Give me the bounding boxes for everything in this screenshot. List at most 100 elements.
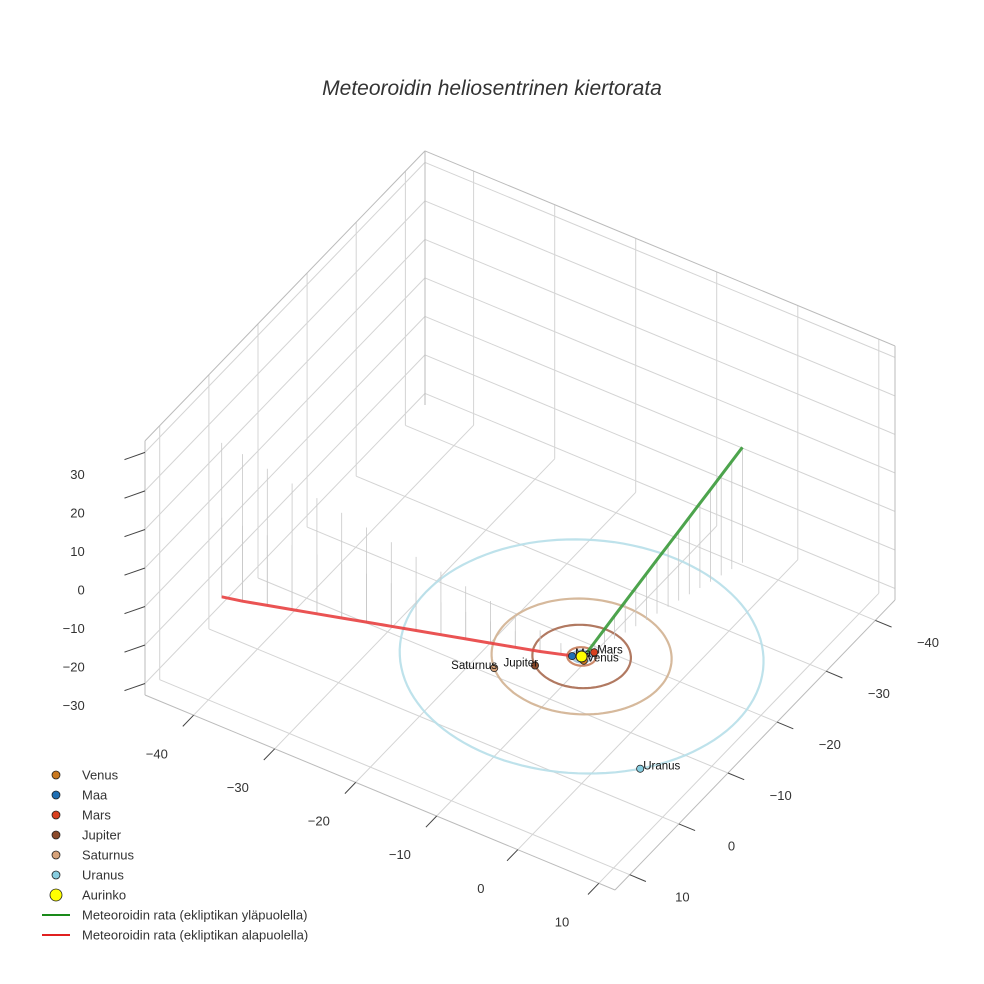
- legend-entry-label: Aurinko: [82, 888, 126, 903]
- leftwall-gridline: [144, 354, 426, 646]
- x-tick-label: 10: [555, 914, 569, 929]
- z-tick-mark: [124, 490, 146, 499]
- z-tick-label: −20: [63, 659, 85, 674]
- legend-marker-swatch: [51, 850, 61, 860]
- backwall-gridline: [424, 392, 896, 589]
- leftwall-gridline: [144, 239, 426, 530]
- x-tick-mark: [587, 882, 600, 895]
- floor-gridline: [436, 525, 718, 817]
- orbit-saturnus: [490, 597, 673, 716]
- floor-gridline: [257, 577, 729, 774]
- planet-saturnus: [490, 664, 499, 673]
- legend-marker-swatch: [51, 790, 61, 800]
- backwall-gridline: [424, 161, 896, 358]
- legend-entry-label: Meteoroidin rata (ekliptikan yläpuolella…: [82, 908, 307, 923]
- legend-entry-label: Jupiter: [82, 828, 122, 843]
- z-tick-mark: [124, 644, 146, 653]
- planet-label-mars: Mars: [597, 644, 623, 656]
- leftwall-gridline: [144, 162, 426, 453]
- y-tick-mark: [727, 772, 745, 781]
- legend-marker-swatch: [51, 770, 61, 780]
- z-tick-label: −10: [63, 621, 85, 636]
- drop-lines-layer: [221, 442, 743, 655]
- x-tick-label: −40: [146, 746, 168, 761]
- orbit-uranus: [398, 538, 765, 775]
- y-tick-mark: [875, 619, 892, 628]
- floor-gridline: [193, 424, 474, 716]
- x-tick-mark: [425, 815, 438, 828]
- trajectory-layer: [221, 446, 744, 658]
- floor-gridline: [159, 679, 630, 876]
- z-tick-label: 10: [70, 544, 84, 559]
- z-tick-label: 0: [77, 582, 84, 597]
- sun-marker: [575, 650, 588, 663]
- y-tick-label: −20: [819, 737, 841, 752]
- trajectory-series-1: [585, 446, 744, 654]
- planet-mars: [590, 648, 599, 657]
- floor-gridline: [306, 526, 778, 723]
- x-tick-label: −10: [389, 847, 411, 862]
- x-tick-mark: [182, 714, 194, 727]
- z-tick-mark: [124, 683, 146, 692]
- y-tick-label: −10: [770, 788, 792, 803]
- z-tick-mark: [124, 529, 146, 538]
- y-axis-line: [614, 599, 896, 891]
- pane-edge: [424, 150, 896, 347]
- legend-marker-swatch: [49, 888, 63, 902]
- legend-entry-label: Saturnus: [82, 848, 135, 863]
- leftwall-gridline: [144, 316, 426, 607]
- leftwall-gridline: [144, 393, 426, 684]
- x-axis-line: [144, 694, 616, 891]
- y-tick-mark: [629, 874, 647, 882]
- backwall-gridline: [424, 354, 896, 551]
- grid-layer: [144, 150, 896, 891]
- floor-gridline: [405, 424, 876, 621]
- axis-ticks-layer: −40 −30 −20 −10 0 10 −40 −30 −20 −10 0 10 30 20 10 0 −10…: [63, 451, 939, 929]
- floor-gridline: [517, 559, 799, 851]
- trajectory-series-2: [221, 595, 577, 658]
- legend-entry-label: Mars: [82, 808, 111, 823]
- floor-gridline: [208, 628, 680, 825]
- floor-gridline: [274, 458, 556, 750]
- x-tick-label: 0: [477, 881, 484, 896]
- floor-gridline: [356, 475, 827, 672]
- y-tick-label: −40: [917, 635, 939, 650]
- y-tick-label: 0: [728, 839, 735, 854]
- planet-label-uranus: Uranus: [643, 761, 680, 773]
- x-tick-label: −20: [308, 814, 330, 829]
- legend-entry-label: Meteoroidin rata (ekliptikan alapuolella…: [82, 928, 308, 943]
- planet-label-jupiter: Jupiter: [503, 658, 538, 670]
- legend-entry-label: Uranus: [82, 868, 124, 883]
- backwall-gridline: [424, 238, 896, 435]
- x-tick-label: −30: [227, 780, 249, 795]
- x-tick-mark: [344, 782, 357, 794]
- chart-title: Meteoroidin heliosentrinen kiertorata: [322, 77, 662, 100]
- orbit-jupiter: [531, 623, 632, 690]
- legend-marker-swatch: [51, 870, 61, 880]
- x-tick-mark: [263, 748, 276, 761]
- leftwall-gridline: [144, 277, 426, 569]
- planet-jupiter: [531, 661, 540, 670]
- leftwall-gridline: [144, 200, 426, 492]
- y-tick-label: 10: [675, 890, 689, 905]
- backwall-gridline: [424, 200, 896, 397]
- floor-gridline: [598, 592, 880, 884]
- x-tick-mark: [506, 849, 519, 862]
- legend-entry-label: Maa: [82, 788, 108, 803]
- z-tick-label: 30: [70, 467, 84, 482]
- z-tick-mark: [124, 567, 146, 576]
- legend: Venus Maa Mars Jupiter Saturnus Uranus Aurinko…: [42, 768, 308, 943]
- planet-label-saturnus: Saturnus: [451, 660, 497, 672]
- z-tick-label: 20: [70, 505, 84, 520]
- z-tick-mark: [124, 606, 146, 615]
- legend-marker-swatch: [51, 830, 61, 840]
- planet-uranus: [636, 764, 645, 773]
- legend-marker-swatch: [51, 810, 61, 820]
- pane-edge: [144, 150, 426, 442]
- z-tick-mark: [124, 451, 146, 461]
- y-tick-mark: [776, 721, 794, 730]
- z-tick-label: −30: [63, 698, 85, 713]
- backwall-gridline: [424, 315, 896, 512]
